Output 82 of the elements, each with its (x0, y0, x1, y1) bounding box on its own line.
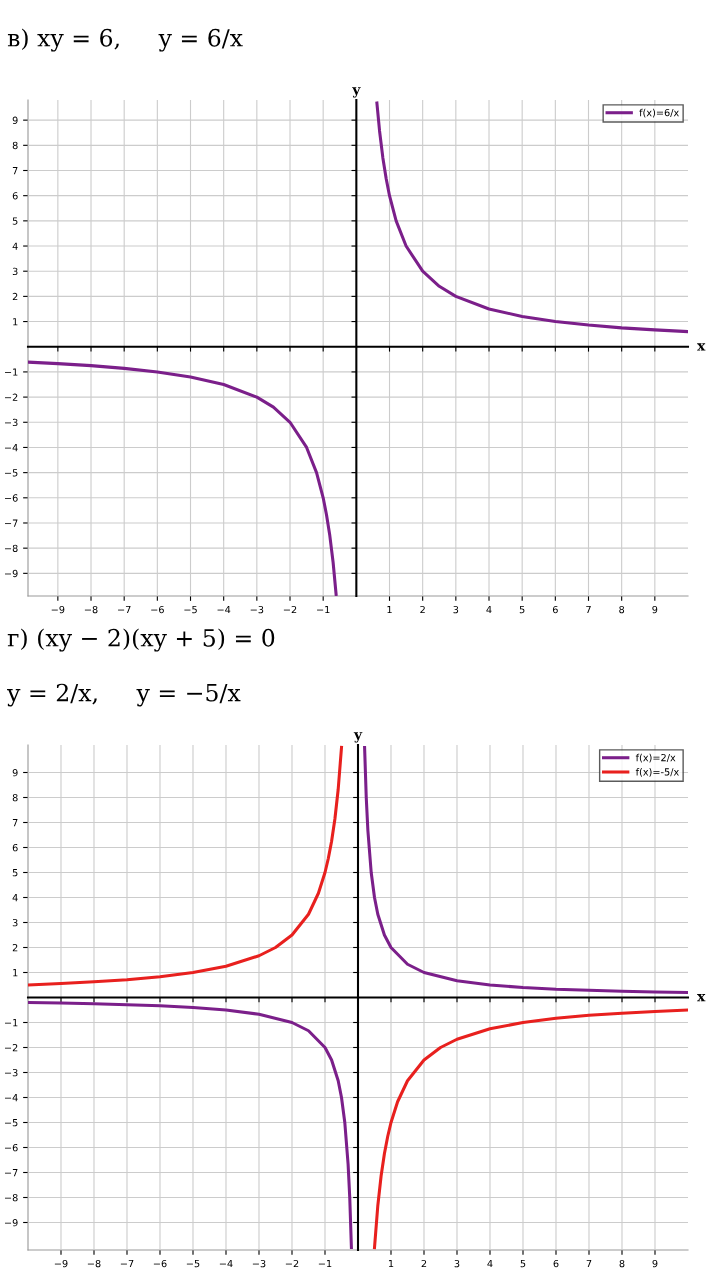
y-tick-label: −7 (4, 1169, 18, 1177)
x-tick-label: 6 (553, 1259, 559, 1268)
x-tick-label: 3 (454, 1259, 460, 1268)
x-tick-label: 9 (652, 1259, 658, 1268)
x-tick-label: 6 (552, 605, 558, 614)
chart-title: в) xy = 6, y = 6/x (7, 28, 243, 52)
x-tick-label: 1 (388, 1260, 394, 1268)
y-axis-title: y (353, 732, 363, 743)
x-tick-label: 8 (619, 605, 625, 614)
y-tick-label: −9 (4, 1218, 18, 1227)
x-tick-label: 5 (519, 606, 525, 614)
legend-label: f(x)=6/x (639, 108, 679, 118)
y-tick-label: −6 (4, 1143, 18, 1152)
y-tick-label: 2 (12, 292, 18, 301)
x-tick-label: −5 (184, 606, 197, 614)
x-tick-label: 8 (619, 1259, 625, 1268)
x-tick-label: −9 (54, 1259, 68, 1268)
x-tick-label: −2 (283, 605, 297, 614)
x-tick-label: −4 (219, 1260, 233, 1268)
chart-title: г) (xy − 2)(xy + 5) = 0 (7, 628, 275, 652)
y-tick-label: −5 (4, 469, 18, 477)
x-tick-label: −3 (252, 1259, 266, 1268)
x-tick-label: 9 (652, 605, 658, 614)
y-tick-label: 7 (12, 819, 18, 827)
y-tick-label: −2 (4, 1043, 18, 1052)
x-tick-label: 1 (387, 606, 392, 614)
x-tick-label: 3 (453, 605, 459, 614)
y-tick-label: 3 (12, 267, 18, 276)
y-tick-label: 8 (12, 793, 18, 802)
y-tick-label: 5 (12, 217, 18, 225)
y-tick-label: −4 (4, 1094, 18, 1102)
x-tick-label: −4 (217, 606, 231, 614)
y-tick-label: 1 (13, 969, 18, 977)
y-tick-label: −7 (4, 519, 18, 527)
y-axis-title: y (352, 87, 361, 98)
x-tick-label: −8 (87, 1259, 101, 1268)
x-tick-label: −1 (318, 1260, 332, 1268)
y-tick-label: −6 (4, 494, 18, 502)
y-tick-label: −4 (4, 444, 18, 452)
x-tick-label: −5 (186, 1260, 200, 1268)
x-tick-label: −8 (84, 605, 98, 614)
x-tick-label: 5 (520, 1260, 526, 1268)
y-tick-label: −5 (4, 1119, 18, 1127)
y-tick-label: 9 (12, 768, 18, 777)
x-tick-label: −6 (151, 605, 164, 614)
x-tick-label: 4 (487, 1260, 493, 1268)
y-tick-label: 2 (12, 943, 18, 952)
x-tick-label: 4 (486, 606, 492, 614)
x-tick-label: 2 (421, 1259, 427, 1268)
y-tick-label: 3 (12, 918, 18, 927)
y-tick-label: −2 (4, 393, 18, 401)
x-tick-label: 7 (586, 1260, 592, 1268)
y-tick-label: −9 (4, 569, 18, 578)
y-tick-label: −1 (4, 1019, 18, 1027)
x-tick-label: −1 (317, 606, 330, 614)
y-tick-label: 4 (12, 242, 18, 250)
legend-label: f(x)=-5/x (635, 768, 679, 777)
y-tick-label: −8 (4, 1193, 18, 1202)
y-tick-label: −8 (4, 544, 18, 552)
x-tick-label: −7 (120, 1260, 134, 1268)
x-tick-label: −2 (285, 1259, 299, 1268)
x-tick-label: 2 (420, 605, 425, 614)
y-tick-label: 6 (12, 192, 18, 200)
y-tick-label: 5 (12, 869, 18, 877)
y-tick-label: 8 (12, 141, 18, 150)
x-axis-title: x (697, 343, 706, 351)
x-tick-label: −3 (250, 605, 264, 614)
x-tick-label: 7 (586, 606, 591, 614)
y-tick-label: −3 (4, 418, 18, 427)
x-tick-label: −9 (51, 605, 65, 614)
y-tick-label: −1 (4, 368, 18, 376)
x-tick-label: −6 (153, 1259, 167, 1268)
x-tick-label: −7 (118, 606, 131, 614)
y-tick-label: 9 (12, 116, 18, 124)
chart-subtitle: y = 2/x, y = −5/x (7, 683, 241, 707)
y-tick-label: −3 (4, 1068, 18, 1077)
y-tick-label: 7 (12, 167, 18, 175)
y-tick-label: 4 (12, 894, 18, 902)
x-axis-title: x (697, 994, 706, 1002)
y-tick-label: 1 (13, 318, 18, 326)
y-tick-label: 6 (12, 843, 18, 852)
legend-label: f(x)=2/x (635, 753, 676, 763)
